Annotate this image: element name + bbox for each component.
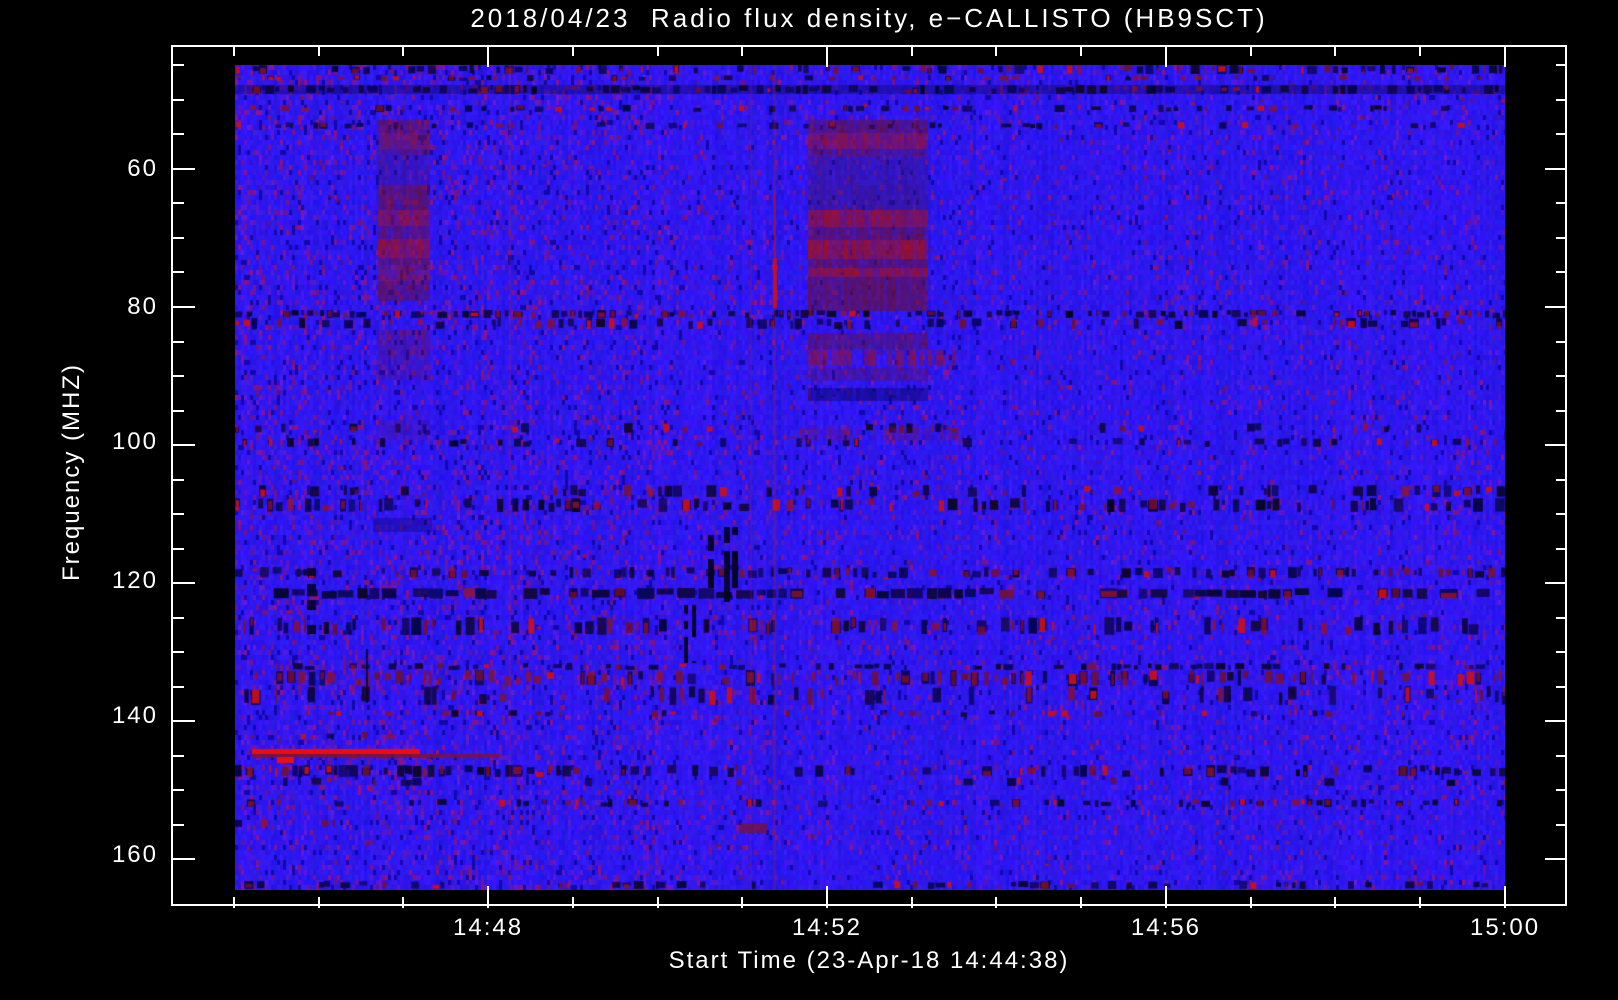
tick-mark xyxy=(1164,45,1167,67)
x-axis-label: Start Time (23-Apr-18 14:44:38) xyxy=(668,947,1070,974)
tick-mark xyxy=(173,306,195,308)
tick-mark xyxy=(825,886,828,908)
tick-mark xyxy=(656,897,659,908)
tick-mark xyxy=(173,685,184,688)
tick-mark xyxy=(741,897,744,908)
tick-mark xyxy=(232,45,235,56)
tick-mark xyxy=(1545,720,1567,723)
tick-mark xyxy=(173,236,184,239)
tick-mark xyxy=(910,897,913,908)
x-tick-label: 14:56 xyxy=(1130,914,1201,941)
tick-mark xyxy=(995,45,998,56)
tick-mark xyxy=(1556,478,1567,481)
tick-mark xyxy=(1556,236,1567,239)
tick-mark xyxy=(1556,340,1567,343)
tick-mark xyxy=(173,340,184,343)
tick-mark xyxy=(571,45,574,56)
y-tick-label: 60 xyxy=(127,154,158,182)
tick-mark xyxy=(1545,582,1567,585)
tick-mark xyxy=(1334,45,1337,56)
tick-mark xyxy=(1080,897,1083,908)
tick-mark xyxy=(1249,45,1252,56)
tick-mark xyxy=(173,858,195,861)
tick-mark xyxy=(1545,444,1567,447)
tick-mark xyxy=(1556,64,1567,67)
tick-mark xyxy=(1556,754,1567,757)
y-tick-label: 80 xyxy=(127,293,158,320)
tick-mark xyxy=(825,45,828,67)
tick-mark xyxy=(1556,823,1567,826)
tick-mark xyxy=(173,616,184,619)
tick-mark xyxy=(317,897,320,908)
tick-mark xyxy=(173,167,195,170)
tick-mark xyxy=(173,720,195,723)
tick-mark xyxy=(402,45,405,56)
tick-mark xyxy=(910,45,913,56)
tick-mark xyxy=(1556,616,1567,619)
tick-mark xyxy=(1503,45,1506,67)
tick-mark xyxy=(173,754,184,757)
tick-mark xyxy=(317,45,320,56)
tick-mark xyxy=(1419,45,1422,56)
tick-mark xyxy=(1556,513,1567,516)
tick-mark xyxy=(1545,306,1567,308)
y-axis-label: Frequency (MHZ) xyxy=(58,362,85,582)
tick-mark xyxy=(1556,409,1567,412)
spectrogram-canvas xyxy=(235,65,1505,890)
tick-mark xyxy=(173,98,184,101)
tick-mark xyxy=(1249,897,1252,908)
tick-mark xyxy=(173,547,184,550)
x-tick-label: 14:52 xyxy=(791,914,862,941)
tick-mark xyxy=(1545,858,1567,861)
tick-mark xyxy=(1556,375,1567,377)
tick-mark xyxy=(1556,789,1567,792)
tick-mark xyxy=(173,651,184,654)
tick-mark xyxy=(1080,45,1083,56)
tick-mark xyxy=(173,202,184,205)
tick-mark xyxy=(1556,547,1567,550)
axes-box xyxy=(171,45,1567,906)
tick-mark xyxy=(995,897,998,908)
tick-mark xyxy=(1545,167,1567,170)
tick-mark xyxy=(1334,897,1337,908)
tick-mark xyxy=(173,271,184,274)
x-tick-label: 15:00 xyxy=(1469,914,1541,941)
tick-mark xyxy=(173,582,195,585)
tick-mark xyxy=(232,897,235,908)
tick-mark xyxy=(173,375,184,377)
y-tick-label: 100 xyxy=(111,428,158,455)
tick-mark xyxy=(1556,98,1567,101)
tick-mark xyxy=(1556,271,1567,274)
tick-mark xyxy=(1503,886,1506,908)
tick-mark xyxy=(1556,202,1567,205)
tick-mark xyxy=(173,478,184,481)
tick-mark xyxy=(173,513,184,516)
tick-mark xyxy=(402,897,405,908)
y-tick-label: 160 xyxy=(111,841,158,869)
x-tick-label: 14:48 xyxy=(453,914,524,941)
tick-mark xyxy=(173,789,184,792)
tick-mark xyxy=(741,45,744,56)
tick-mark xyxy=(1556,133,1567,136)
tick-mark xyxy=(1164,886,1167,908)
tick-mark xyxy=(173,444,195,447)
tick-mark xyxy=(487,45,490,67)
tick-mark xyxy=(487,886,490,908)
y-tick-label: 140 xyxy=(111,702,158,730)
tick-mark xyxy=(173,409,184,412)
y-tick-label: 120 xyxy=(111,567,158,595)
tick-mark xyxy=(173,823,184,826)
tick-mark xyxy=(173,64,184,67)
tick-mark xyxy=(571,897,574,908)
tick-mark xyxy=(1419,897,1422,908)
tick-mark xyxy=(656,45,659,56)
tick-mark xyxy=(173,133,184,136)
tick-mark xyxy=(1556,685,1567,688)
tick-mark xyxy=(1556,651,1567,654)
chart-title: 2018/04/23 Radio flux density, e−CALLIST… xyxy=(470,3,1268,33)
